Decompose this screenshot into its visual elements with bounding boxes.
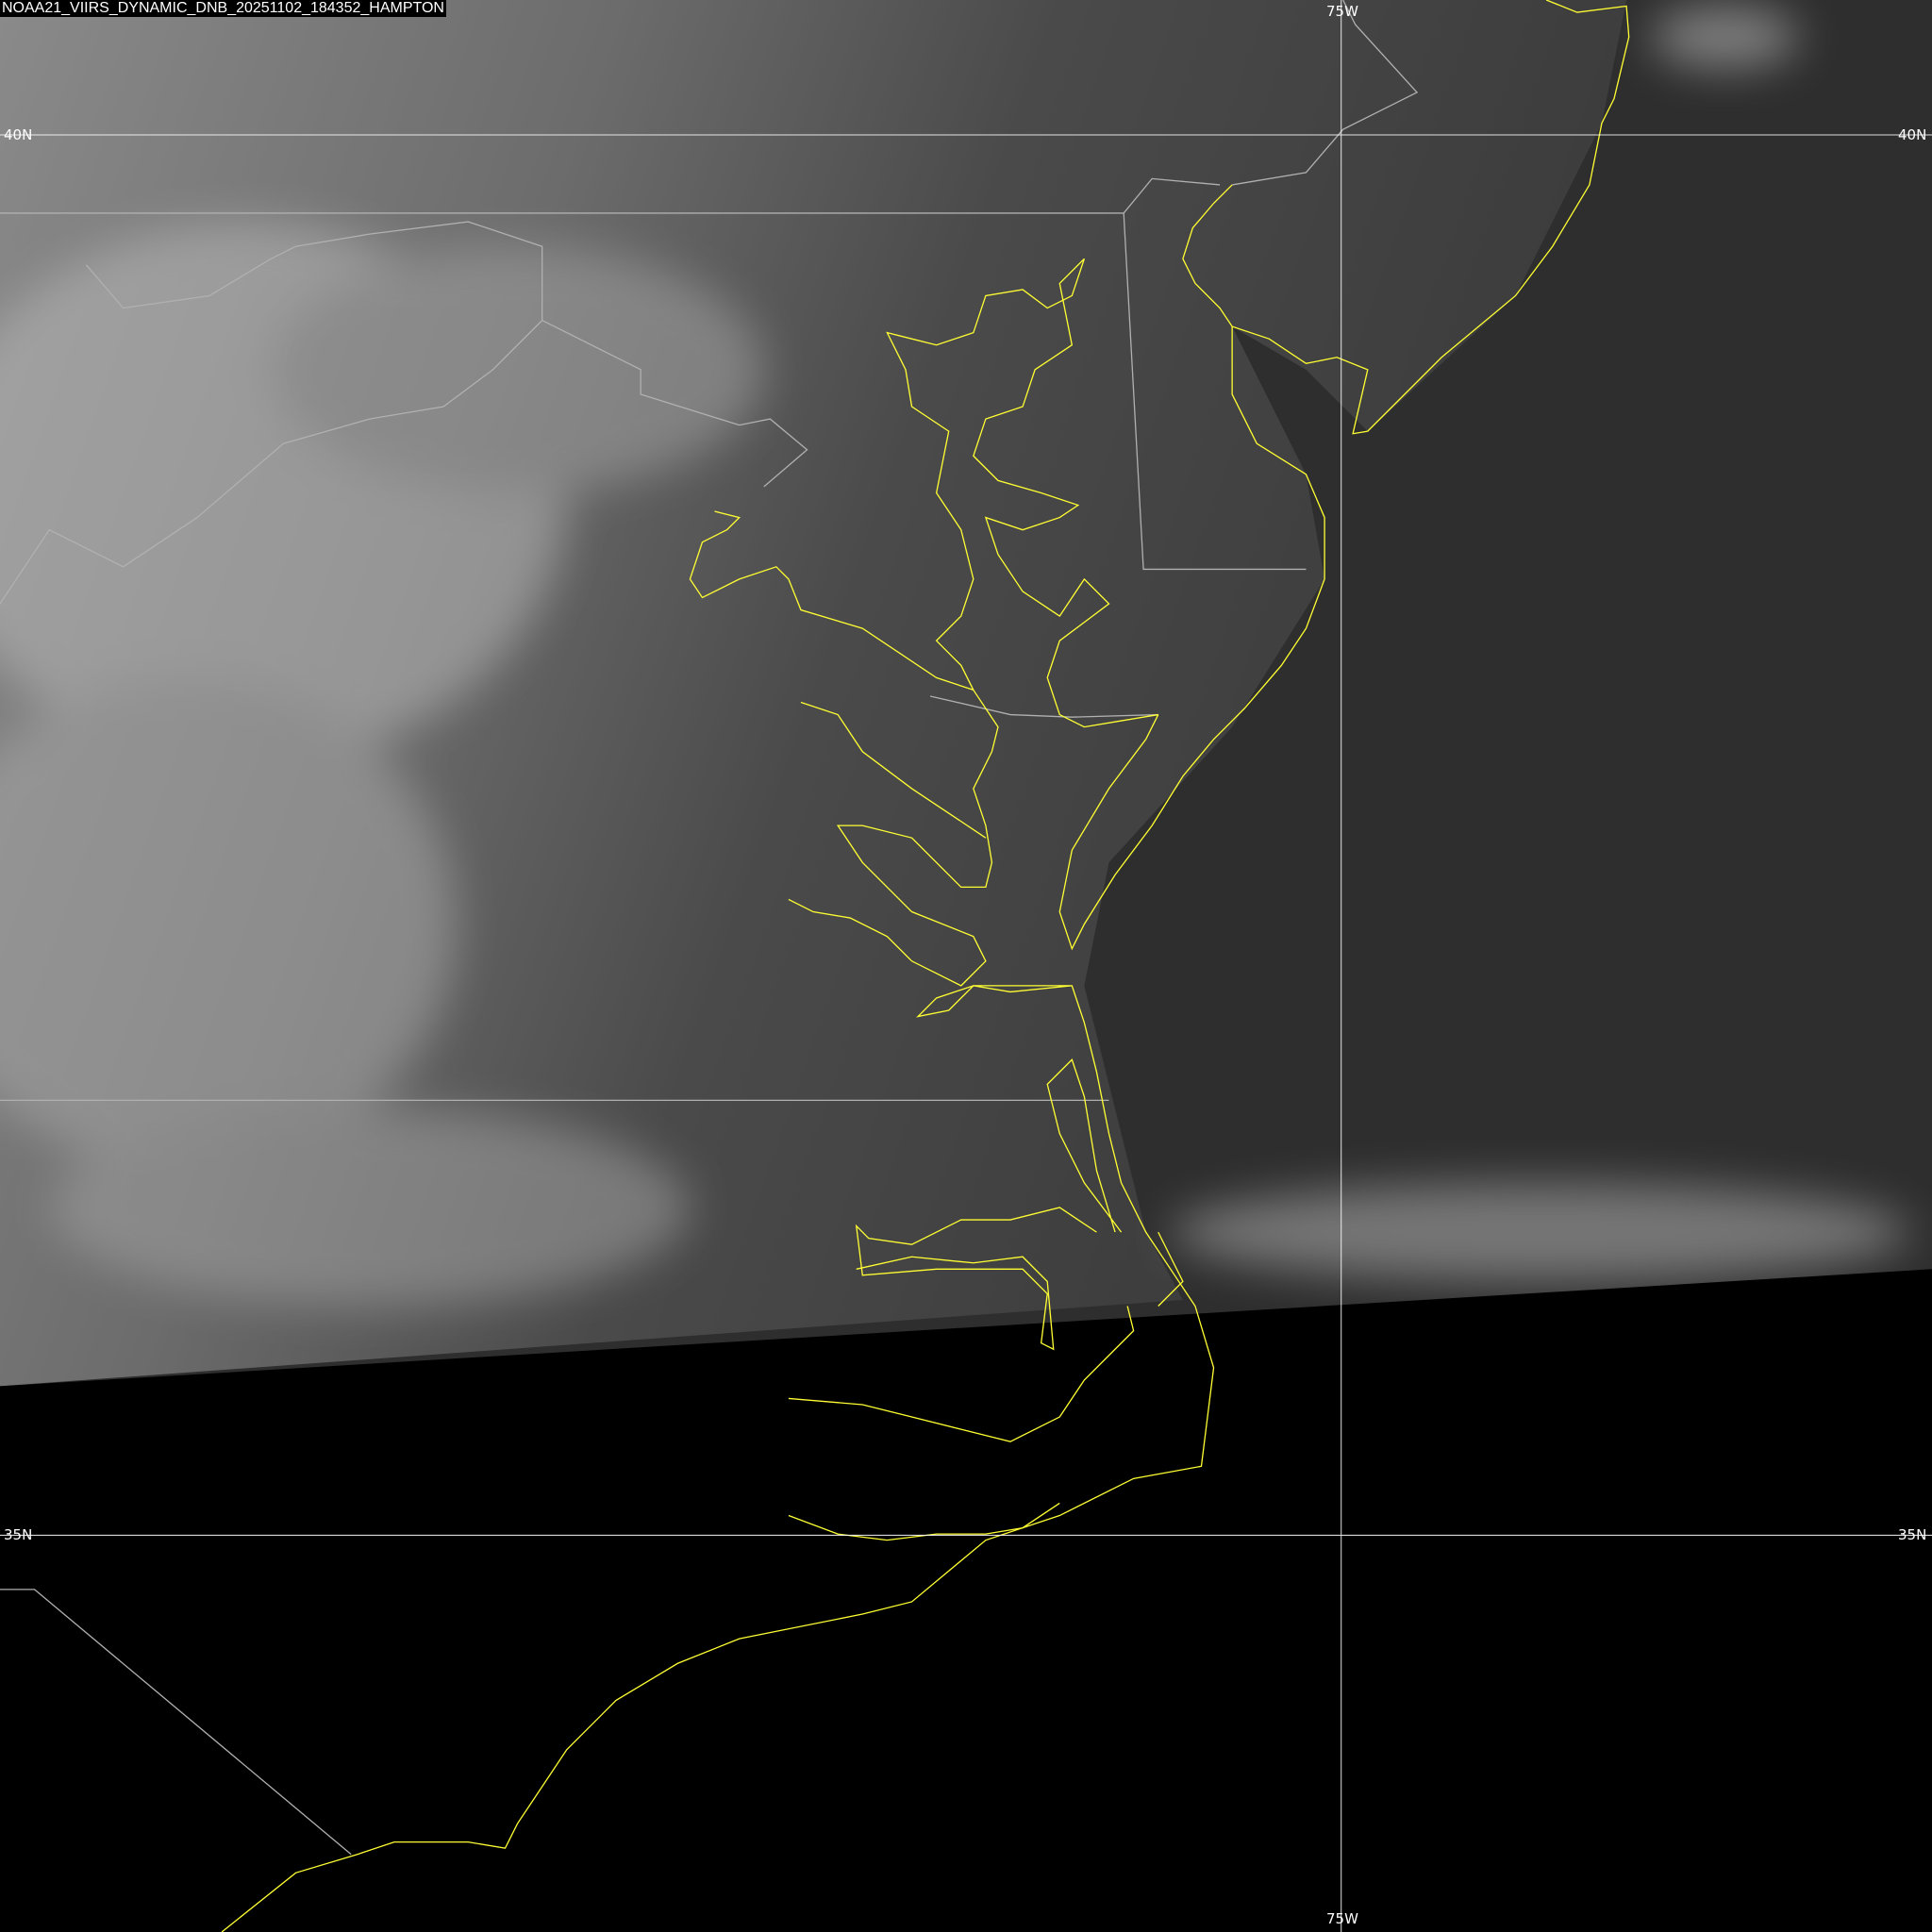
lat-label-35n-left: 35N (4, 1526, 33, 1543)
lat-label-40n-right: 40N (1898, 126, 1927, 143)
no-data-region (0, 1269, 1932, 1932)
cloud-cover (0, 6, 1910, 1307)
lon-label-top: 75W (1326, 3, 1358, 20)
image-title: NOAA21_VIIRS_DYNAMIC_DNB_20251102_184352… (0, 0, 446, 17)
lon-label-bottom: 75W (1326, 1910, 1358, 1927)
state-borders (0, 0, 1419, 1856)
lat-label-40n-left: 40N (4, 126, 33, 143)
lat-label-35n-right: 35N (1898, 1526, 1927, 1543)
coastline (221, 0, 1630, 1932)
